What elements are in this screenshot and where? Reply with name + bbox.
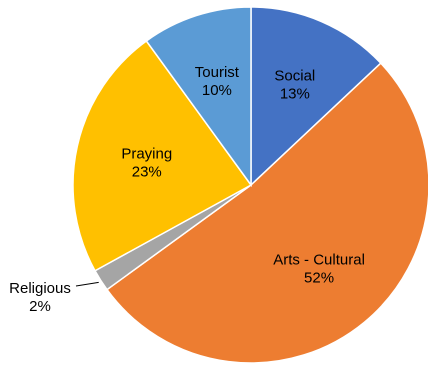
religious-leader-line: [75, 281, 99, 287]
label-value-arts-cultural: 52%: [304, 269, 334, 286]
pie-slices: [72, 6, 428, 364]
label-religious: Religious 2%: [9, 280, 71, 315]
label-value-religious: 2%: [29, 298, 51, 315]
slice-praying: [72, 39, 253, 272]
pie-labels: Social 13% Arts - Cultural 52% Religious 2% Pr…: [9, 64, 365, 315]
label-name-arts-cultural: Arts - Cultural: [273, 251, 365, 268]
slice-tourist: [145, 6, 252, 188]
label-value-social: 13%: [280, 86, 310, 103]
label-name-religious: Religious: [9, 280, 71, 297]
label-value-tourist: 10%: [202, 82, 232, 99]
label-tourist: Tourist 10%: [195, 64, 240, 99]
slice-social: [250, 6, 382, 187]
label-praying: Praying 23%: [121, 146, 172, 181]
label-name-tourist: Tourist: [195, 64, 240, 81]
slice-arts-cultural: [105, 62, 428, 364]
label-value-praying: 23%: [132, 164, 162, 181]
label-name-praying: Praying: [121, 146, 172, 163]
label-name-social: Social: [274, 68, 315, 85]
label-social: Social 13%: [274, 68, 315, 103]
label-arts-cultural: Arts - Cultural 52%: [273, 251, 365, 286]
